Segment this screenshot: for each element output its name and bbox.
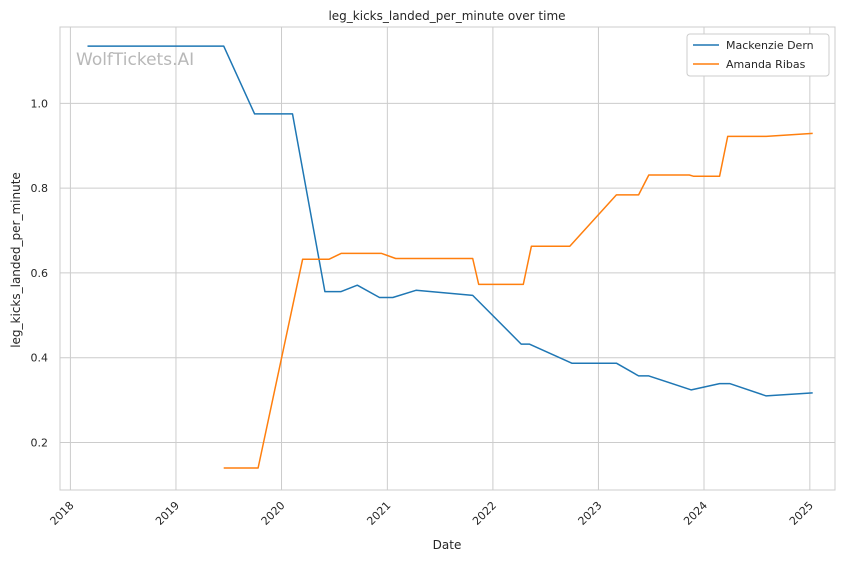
series-lines bbox=[87, 45, 813, 469]
plot-frame bbox=[59, 26, 836, 491]
y-tick-label: 0.6 bbox=[31, 267, 49, 280]
series-line-mackenzie-dern bbox=[87, 45, 813, 397]
legend-box bbox=[686, 33, 830, 77]
x-axis-title: Date bbox=[433, 538, 462, 552]
legend: Mackenzie Dern Amanda Ribas bbox=[686, 33, 830, 77]
y-axis-title: leg_kicks_landed_per_minute bbox=[9, 172, 23, 348]
legend-label-amanda-ribas: Amanda Ribas bbox=[726, 58, 806, 71]
y-tick-label: 0.2 bbox=[31, 437, 49, 450]
legend-label-mackenzie-dern: Mackenzie Dern bbox=[726, 39, 814, 52]
y-tick-label: 0.4 bbox=[31, 352, 49, 365]
chart-title: leg_kicks_landed_per_minute over time bbox=[328, 9, 565, 23]
watermark-text: WolfTickets.AI bbox=[76, 50, 194, 70]
y-tick-label: 1.0 bbox=[31, 97, 49, 110]
y-tick-labels: 0.2 0.4 0.6 0.8 1.0 bbox=[31, 97, 49, 449]
series-line-amanda-ribas bbox=[223, 132, 813, 469]
grid-lines bbox=[60, 27, 835, 490]
y-tick-label: 0.8 bbox=[31, 182, 49, 195]
